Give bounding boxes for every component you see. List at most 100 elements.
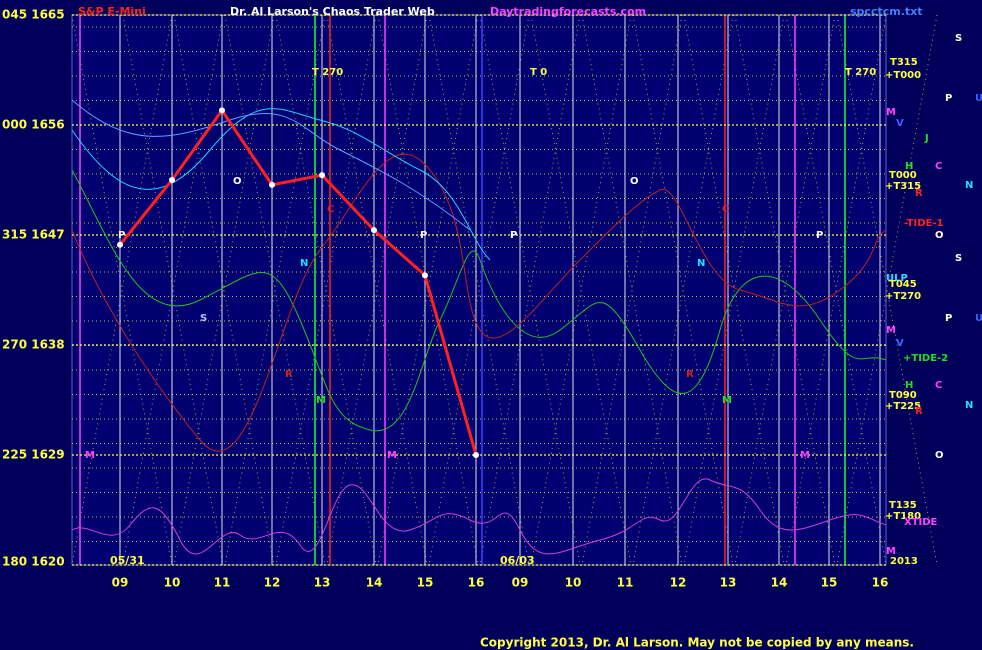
annotation: C bbox=[327, 204, 334, 215]
file-label: spcctcm.txt bbox=[850, 5, 923, 18]
x-tick-label: 15 bbox=[821, 576, 838, 590]
annotation: H bbox=[905, 380, 913, 391]
dotted-diagonal bbox=[581, 14, 683, 566]
dotted-diagonal bbox=[275, 14, 377, 566]
annotation: M bbox=[886, 546, 896, 557]
annotation: T 270 bbox=[845, 67, 876, 78]
dotted-diagonal bbox=[734, 14, 836, 566]
y-tick-label: 045 1665 bbox=[2, 8, 65, 22]
annotation: M bbox=[387, 450, 397, 461]
dotted-diagonal bbox=[836, 14, 938, 566]
annotation: V bbox=[896, 338, 904, 349]
dotted-diagonal bbox=[428, 14, 530, 566]
price-point bbox=[269, 181, 275, 188]
annotation: O bbox=[233, 176, 242, 187]
annotation: -TIDE-1 bbox=[904, 218, 944, 229]
price-point bbox=[473, 452, 479, 458]
annotation: N bbox=[965, 400, 973, 411]
y-tick-label: 180 1620 bbox=[2, 555, 65, 569]
y-tick-label: 315 1647 bbox=[2, 228, 65, 242]
annotation: T000 bbox=[889, 170, 917, 181]
annotation: T090 bbox=[889, 390, 917, 401]
annotation: T 270 bbox=[312, 67, 343, 78]
dotted-diagonal bbox=[632, 14, 734, 566]
dotted-diagonal bbox=[377, 14, 479, 566]
dotted-diagonal bbox=[530, 14, 632, 566]
x-tick-label: 13 bbox=[314, 576, 331, 590]
dotted-diagonal bbox=[785, 14, 887, 566]
annotation: N bbox=[965, 180, 973, 191]
annotation: M bbox=[886, 107, 896, 118]
dotted-diagonal bbox=[377, 14, 479, 566]
annotation: 2013 bbox=[890, 556, 918, 567]
x-tick-label: 11 bbox=[617, 576, 634, 590]
annotation: S bbox=[955, 33, 962, 44]
x-tick-label: 12 bbox=[264, 576, 281, 590]
dotted-diagonal bbox=[122, 14, 224, 566]
price-point bbox=[371, 227, 377, 234]
annotation: P bbox=[816, 230, 823, 241]
y-tick-label: 270 1638 bbox=[2, 338, 65, 352]
dotted-diagonal bbox=[683, 14, 785, 566]
annotation: +T180 bbox=[885, 511, 921, 522]
price-point bbox=[169, 177, 175, 183]
annotation: +TIDE-2 bbox=[903, 353, 948, 364]
dotted-diagonal bbox=[785, 14, 887, 566]
price-point bbox=[219, 107, 225, 114]
annotation: H bbox=[905, 161, 913, 172]
dotted-diagonal bbox=[326, 14, 428, 566]
dotted-diagonal bbox=[632, 14, 734, 566]
annotation: R bbox=[915, 406, 923, 417]
annotation: C bbox=[722, 204, 729, 215]
cycle-line bbox=[71, 99, 471, 231]
annotation: T135 bbox=[889, 500, 917, 511]
plot-area bbox=[71, 14, 887, 566]
annotation: R bbox=[686, 369, 694, 380]
annotation: M bbox=[722, 395, 732, 406]
price-point bbox=[422, 272, 428, 279]
dotted-diagonal bbox=[275, 14, 377, 566]
dotted-diagonal bbox=[479, 14, 581, 566]
annotation: +T000 bbox=[885, 70, 921, 81]
annotation: V bbox=[896, 118, 904, 129]
annotation: P bbox=[118, 230, 125, 241]
dotted-diagonal bbox=[173, 14, 275, 566]
annotation: ULP bbox=[886, 273, 908, 284]
dotted-diagonal bbox=[734, 14, 836, 566]
dotted-diagonal bbox=[122, 14, 224, 566]
x-tick-label: 11 bbox=[214, 576, 231, 590]
x-tick-label: 15 bbox=[417, 576, 434, 590]
y-tick-label: 225 1629 bbox=[2, 448, 65, 462]
annotation: T045 bbox=[889, 279, 917, 290]
x-tick-label: 10 bbox=[565, 576, 582, 590]
series-name: S&P E-Mini bbox=[78, 5, 146, 18]
annotation: S bbox=[955, 253, 962, 264]
chart-title: Dr. Al Larson's Chaos Trader Web bbox=[230, 5, 435, 18]
annotation: O bbox=[630, 176, 639, 187]
dotted-diagonal bbox=[71, 14, 173, 566]
annotation: C bbox=[935, 161, 942, 172]
dotted-diagonal bbox=[224, 14, 326, 566]
annotation: J bbox=[924, 133, 929, 144]
annotation: T315 bbox=[890, 57, 918, 68]
dotted-diagonal bbox=[224, 14, 326, 566]
date-label: 06/03 bbox=[500, 554, 535, 567]
dotted-diagonal bbox=[326, 14, 428, 566]
x-tick-label: 14 bbox=[366, 576, 383, 590]
dotted-diagonal bbox=[581, 14, 683, 566]
annotation: P bbox=[420, 230, 427, 241]
x-tick-label: 14 bbox=[771, 576, 788, 590]
cycle-line bbox=[71, 478, 887, 555]
dotted-diagonal bbox=[683, 14, 785, 566]
annotation: M bbox=[316, 395, 326, 406]
x-tick-label: 16 bbox=[468, 576, 485, 590]
dotted-diagonal bbox=[836, 14, 938, 566]
dotted-diagonal bbox=[479, 14, 581, 566]
annotation: M bbox=[800, 450, 810, 461]
annotation: P bbox=[945, 93, 952, 104]
annotation: S bbox=[200, 313, 207, 324]
date-label: 05/31 bbox=[110, 554, 145, 567]
x-tick-label: 16 bbox=[872, 576, 889, 590]
annotation: +T270 bbox=[885, 291, 921, 302]
data-layer bbox=[117, 107, 479, 458]
